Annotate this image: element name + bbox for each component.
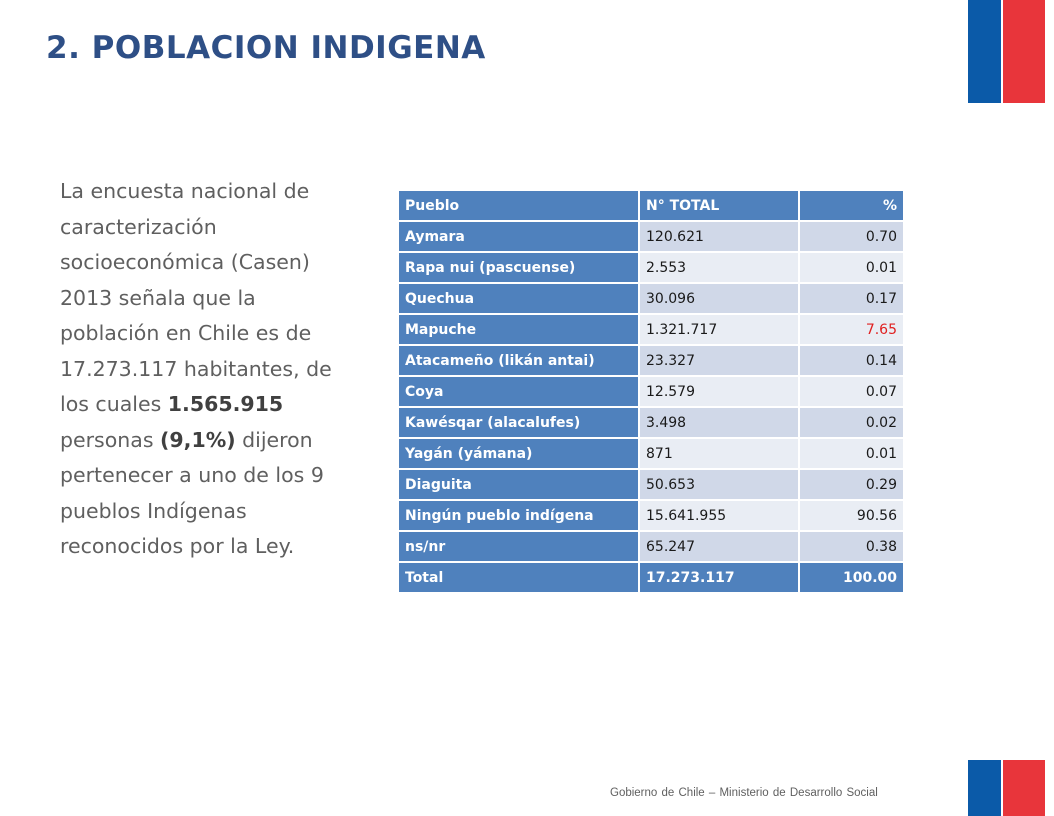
paragraph-text-2: personas [60,427,161,452]
cell-percent: 0.01 [798,251,905,284]
cell-pueblo: Yagán (yámana) [397,437,640,470]
page-title: 2. POBLACION INDIGENA [46,30,486,66]
table-row: Aymara 120.621 0.70 [397,220,905,253]
cell-pueblo: Coya [397,375,640,408]
cell-total: 50.653 [638,468,800,501]
paragraph-text-3: dijeron pertenecer a uno de los 9 pueblo… [60,427,324,559]
cell-pueblo: Ningún pueblo indígena [397,499,640,532]
table-row: Ningún pueblo indígena 15.641.955 90.56 [397,499,905,532]
cell-percent: 0.29 [798,468,905,501]
total-percent: 100.00 [798,561,905,594]
table-row: Kawésqar (alacalufes) 3.498 0.02 [397,406,905,439]
cell-pueblo: Aymara [397,220,640,253]
cell-total: 3.498 [638,406,800,439]
cell-percent: 90.56 [798,499,905,532]
header-percent: % [798,189,905,222]
cell-total: 65.247 [638,530,800,563]
cell-total: 23.327 [638,344,800,377]
total-value: 17.273.117 [638,561,800,594]
cell-total: 15.641.955 [638,499,800,532]
cell-total: 120.621 [638,220,800,253]
cell-percent: 0.01 [798,437,905,470]
footer-text: Gobierno de Chile – Ministerio de Desarr… [610,787,878,799]
table-row: Coya 12.579 0.07 [397,375,905,408]
cell-percent: 0.14 [798,344,905,377]
cell-pueblo: Mapuche [397,313,640,346]
cell-percent: 0.17 [798,282,905,315]
chile-flag-bottom-logo [968,760,1045,816]
cell-pueblo: Quechua [397,282,640,315]
cell-total: 871 [638,437,800,470]
paragraph-bold-count: 1.565.915 [167,392,284,416]
cell-percent: 0.07 [798,375,905,408]
header-pueblo: Pueblo [397,189,640,222]
paragraph-text-1: La encuesta nacional de caracterización … [60,179,332,416]
table-row: Mapuche 1.321.717 7.65 [397,313,905,346]
cell-total: 2.553 [638,251,800,284]
table-row: Atacameño (likán antai) 23.327 0.14 [397,344,905,377]
cell-total: 1.321.717 [638,313,800,346]
table-row: Diaguita 50.653 0.29 [397,468,905,501]
cell-percent: 0.70 [798,220,905,253]
cell-pueblo: Rapa nui (pascuense) [397,251,640,284]
chile-flag-top-logo [968,0,1045,103]
table-row: Rapa nui (pascuense) 2.553 0.01 [397,251,905,284]
table-row: Quechua 30.096 0.17 [397,282,905,315]
indigenous-population-table: Pueblo N° TOTAL % Aymara 120.621 0.70 Rapa … [397,189,905,594]
table-body: Aymara 120.621 0.70 Rapa nui (pascuense) 2.5… [397,220,905,594]
cell-percent: 7.65 [798,313,905,346]
cell-percent: 0.02 [798,406,905,439]
table-row: Yagán (yámana) 871 0.01 [397,437,905,470]
table-total-row: Total 17.273.117 100.00 [397,561,905,594]
intro-paragraph: La encuesta nacional de caracterización … [60,174,360,565]
cell-total: 30.096 [638,282,800,315]
paragraph-bold-percent: (9,1%) [160,427,236,452]
cell-percent: 0.38 [798,530,905,563]
cell-pueblo: Kawésqar (alacalufes) [397,406,640,439]
header-total: N° TOTAL [638,189,800,222]
cell-total: 12.579 [638,375,800,408]
cell-pueblo: ns/nr [397,530,640,563]
table-header-row: Pueblo N° TOTAL % [397,189,905,222]
total-label: Total [397,561,640,594]
table-row: ns/nr 65.247 0.38 [397,530,905,563]
cell-pueblo: Diaguita [397,468,640,501]
cell-pueblo: Atacameño (likán antai) [397,344,640,377]
